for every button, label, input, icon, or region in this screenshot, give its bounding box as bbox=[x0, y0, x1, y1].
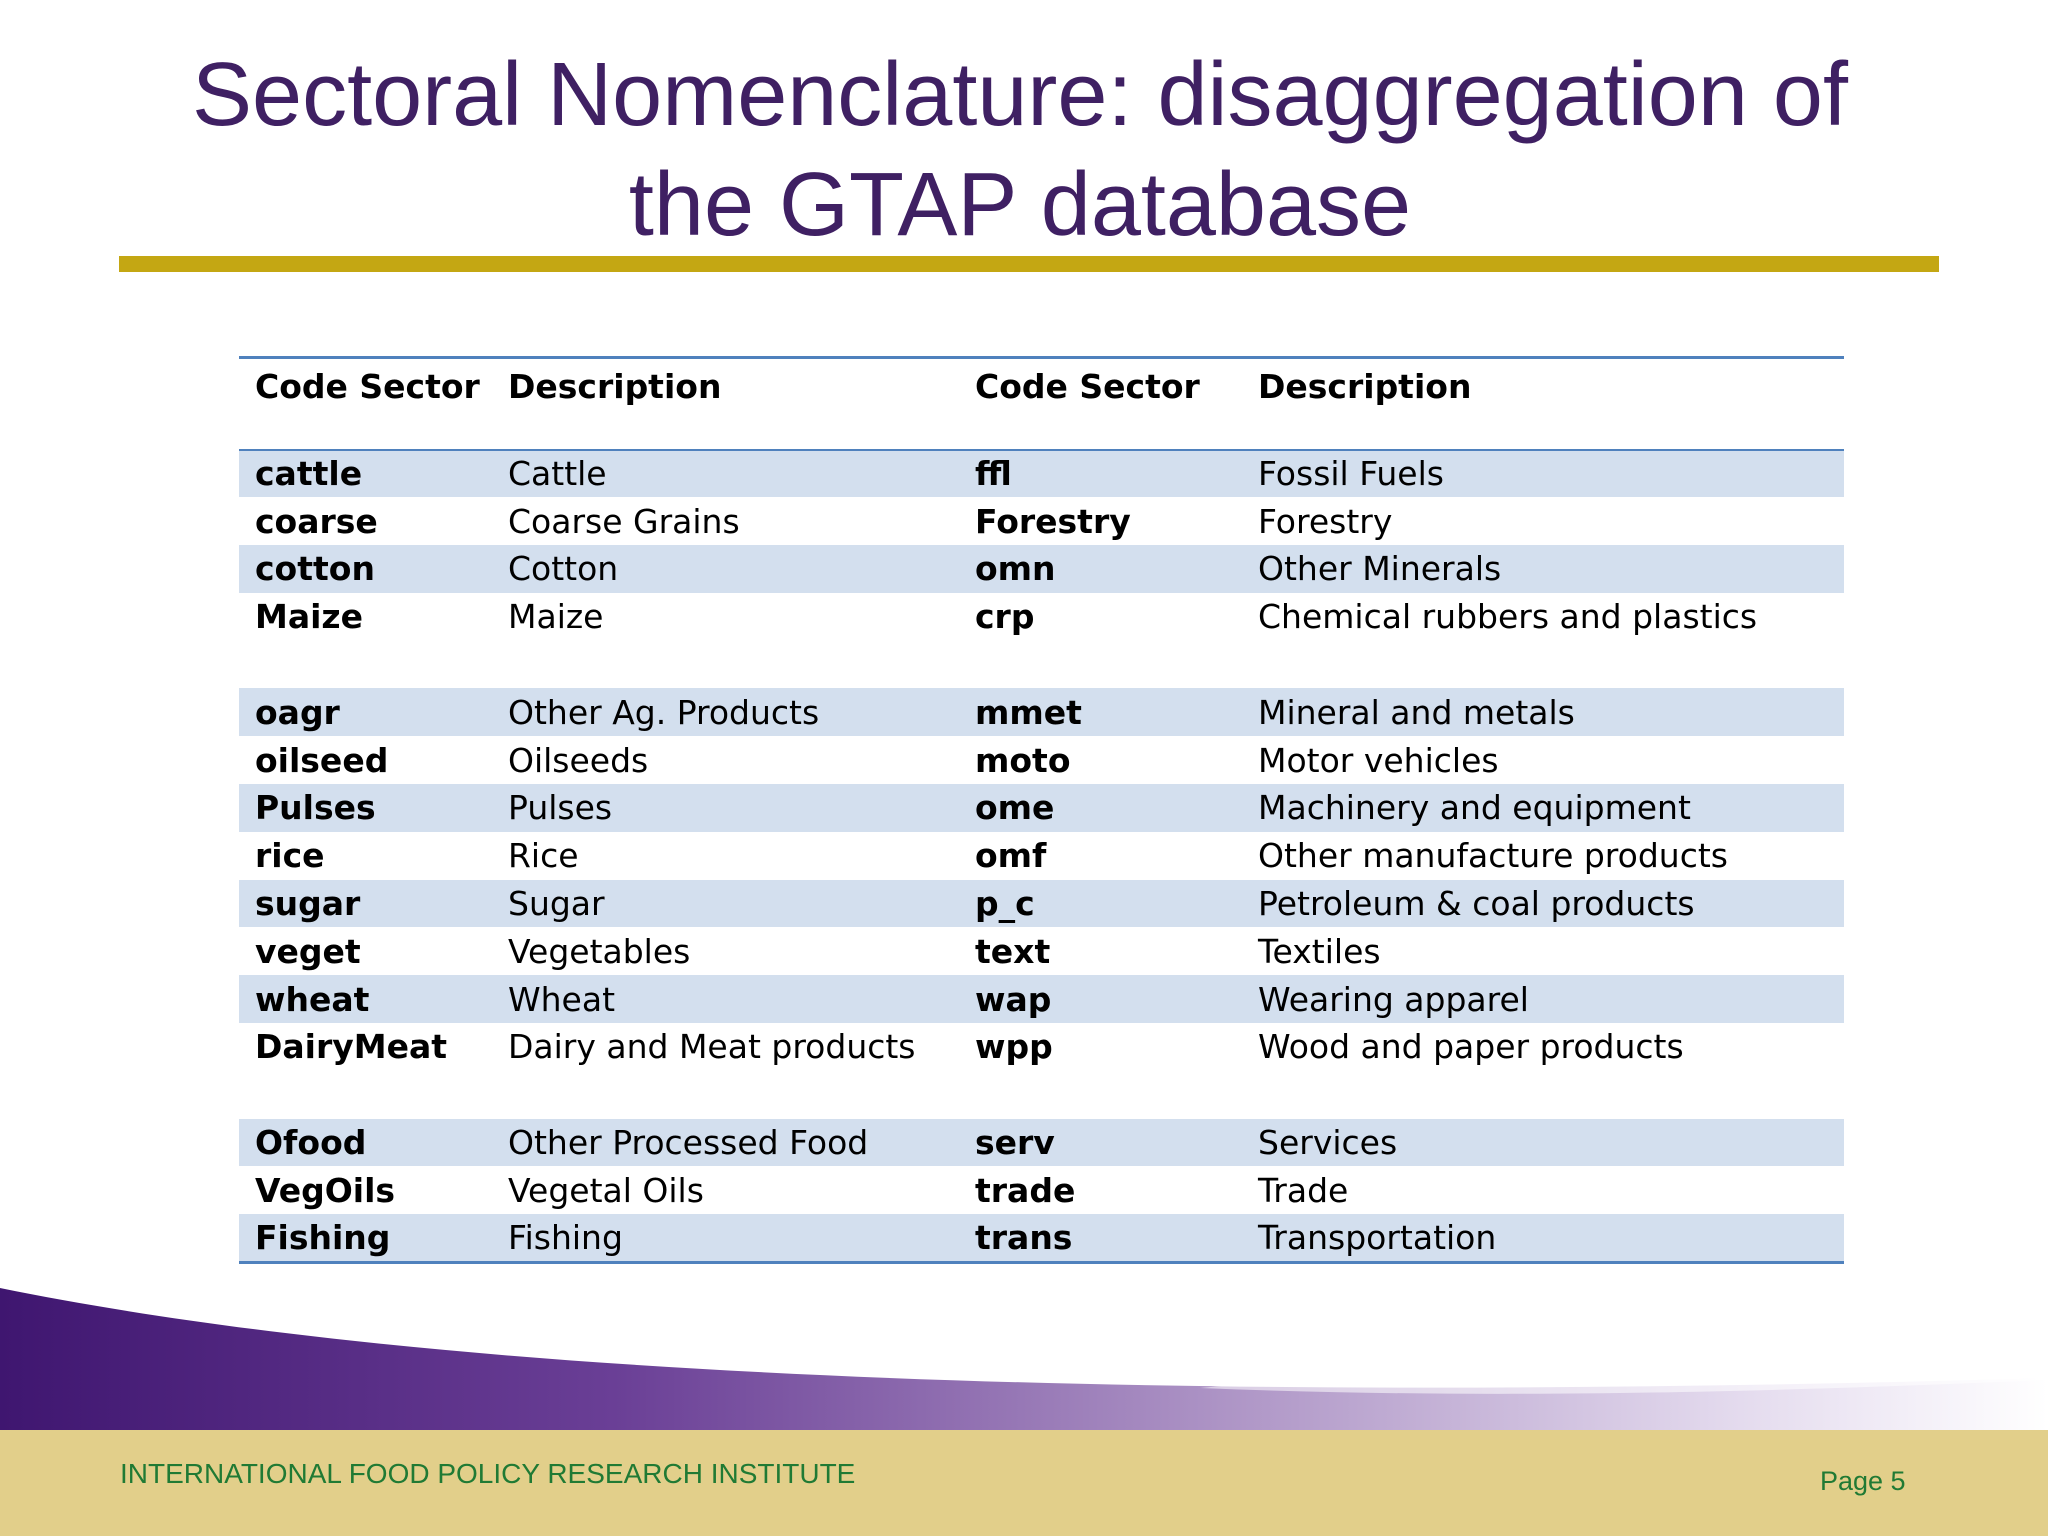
description-cell: Other manufacture products bbox=[1258, 836, 1728, 876]
code-cell: omf bbox=[975, 836, 1047, 876]
table-row: rice Rice omf Other manufacture products bbox=[239, 832, 1844, 880]
code-cell: wap bbox=[959, 975, 1242, 1024]
table-row: wheat Wheat wap Wearing apparel bbox=[239, 975, 1844, 1024]
table-header-row: Code Sector Description Code Sector Desc… bbox=[239, 357, 1844, 451]
description-cell: Petroleum & coal products bbox=[1242, 879, 1844, 928]
description-cell: Machinery and equipment bbox=[1242, 784, 1844, 832]
description-cell: Maize bbox=[508, 596, 604, 636]
organization-name: INTERNATIONAL FOOD POLICY RESEARCH INSTI… bbox=[120, 1458, 856, 1489]
description-cell: Cotton bbox=[492, 545, 959, 593]
description-cell: Vegetables bbox=[508, 931, 691, 971]
description-cell: Trade bbox=[1258, 1170, 1349, 1210]
description-cell: Other Ag. Products bbox=[492, 688, 959, 737]
table-row: oilseed Oilseeds moto Motor vehicles bbox=[239, 736, 1844, 784]
description-cell: Transportation bbox=[1242, 1214, 1844, 1263]
code-cell: sugar bbox=[239, 879, 492, 928]
table-row: Pulses Pulses ome Machinery and equipmen… bbox=[239, 784, 1844, 832]
title-divider bbox=[119, 256, 1939, 272]
code-cell: oilseed bbox=[255, 740, 389, 780]
table-row: coarse Coarse Grains Forestry Forestry bbox=[239, 497, 1844, 545]
code-cell: oagr bbox=[239, 688, 492, 737]
description-cell: Vegetal Oils bbox=[508, 1170, 704, 1210]
table-row: DairyMeat Dairy and Meat products wpp Wo… bbox=[239, 1023, 1844, 1119]
code-cell: omn bbox=[959, 545, 1242, 593]
table-row: cattle Cattle ffl Fossil Fuels bbox=[239, 449, 1844, 498]
description-cell: Wearing apparel bbox=[1242, 975, 1844, 1024]
slide-title-line-1: Sectoral Nomenclature: disaggregation of bbox=[192, 45, 1848, 145]
description-cell: Fishing bbox=[492, 1214, 959, 1263]
table-row: cotton Cotton omn Other Minerals bbox=[239, 545, 1844, 593]
code-cell: coarse bbox=[255, 501, 378, 541]
table-row: veget Vegetables text Textiles bbox=[239, 927, 1844, 975]
code-cell: cotton bbox=[239, 545, 492, 593]
code-cell: mmet bbox=[959, 688, 1242, 737]
description-cell: Motor vehicles bbox=[1258, 740, 1499, 780]
code-cell: trans bbox=[959, 1214, 1242, 1263]
header-code-sector-2: Code Sector bbox=[959, 357, 1242, 451]
code-cell: Forestry bbox=[975, 501, 1131, 541]
code-cell: VegOils bbox=[255, 1170, 396, 1210]
sector-table: Code Sector Description Code Sector Desc… bbox=[239, 356, 1844, 1264]
table-row: oagr Other Ag. Products mmet Mineral and… bbox=[239, 688, 1844, 737]
description-cell: Fossil Fuels bbox=[1242, 449, 1844, 498]
description-cell: Wheat bbox=[492, 975, 959, 1024]
code-cell: Fishing bbox=[239, 1214, 492, 1263]
code-cell: text bbox=[975, 931, 1051, 971]
code-cell: trade bbox=[975, 1170, 1076, 1210]
description-cell: Pulses bbox=[492, 784, 959, 832]
header-description-1: Description bbox=[492, 357, 959, 451]
description-cell: Services bbox=[1242, 1118, 1844, 1167]
description-cell: Oilseeds bbox=[508, 740, 649, 780]
footer-band: INTERNATIONAL FOOD POLICY RESEARCH INSTI… bbox=[0, 1430, 2048, 1536]
table-row: Maize Maize crp Chemical rubbers and pla… bbox=[239, 593, 1844, 689]
code-cell: rice bbox=[255, 836, 325, 876]
description-cell: Cattle bbox=[492, 449, 959, 498]
description-cell: Sugar bbox=[492, 879, 959, 928]
description-cell: Other Processed Food bbox=[492, 1118, 959, 1167]
description-cell: Forestry bbox=[1258, 501, 1393, 541]
header-code-sector-1: Code Sector bbox=[239, 357, 492, 451]
description-cell: Mineral and metals bbox=[1242, 688, 1844, 737]
code-cell: crp bbox=[975, 596, 1035, 636]
page-number: Page 5 bbox=[1820, 1466, 1906, 1496]
code-cell: p_c bbox=[959, 879, 1242, 928]
code-cell: serv bbox=[959, 1118, 1242, 1167]
code-cell: DairyMeat bbox=[255, 1027, 448, 1067]
table-row: VegOils Vegetal Oils trade Trade bbox=[239, 1166, 1844, 1214]
description-cell: Wood and paper products bbox=[1258, 1027, 1684, 1067]
code-cell: veget bbox=[255, 931, 361, 971]
code-cell: wpp bbox=[975, 1027, 1053, 1067]
slide-title-line-2: the GTAP database bbox=[628, 155, 1412, 255]
description-cell: Dairy and Meat products bbox=[508, 1027, 916, 1067]
description-cell: Rice bbox=[508, 836, 579, 876]
table-row: sugar Sugar p_c Petroleum & coal product… bbox=[239, 879, 1844, 928]
description-cell: Coarse Grains bbox=[508, 501, 740, 541]
description-cell: Textiles bbox=[1258, 931, 1381, 971]
code-cell: ome bbox=[959, 784, 1242, 832]
header-description-2: Description bbox=[1242, 357, 1844, 451]
table-row: Ofood Other Processed Food serv Services bbox=[239, 1118, 1844, 1167]
code-cell: Maize bbox=[255, 596, 364, 636]
code-cell: moto bbox=[975, 740, 1071, 780]
code-cell: Pulses bbox=[239, 784, 492, 832]
slide-title: Sectoral Nomenclature: disaggregation of… bbox=[120, 40, 1920, 260]
description-cell: Chemical rubbers and plastics bbox=[1258, 596, 1758, 636]
code-cell: cattle bbox=[239, 449, 492, 498]
code-cell: wheat bbox=[239, 975, 492, 1024]
table-row: Fishing Fishing trans Transportation bbox=[239, 1214, 1844, 1263]
code-cell: ffl bbox=[959, 449, 1242, 498]
description-cell: Other Minerals bbox=[1242, 545, 1844, 593]
code-cell: Ofood bbox=[239, 1118, 492, 1167]
decorative-wave bbox=[0, 1270, 2048, 1430]
